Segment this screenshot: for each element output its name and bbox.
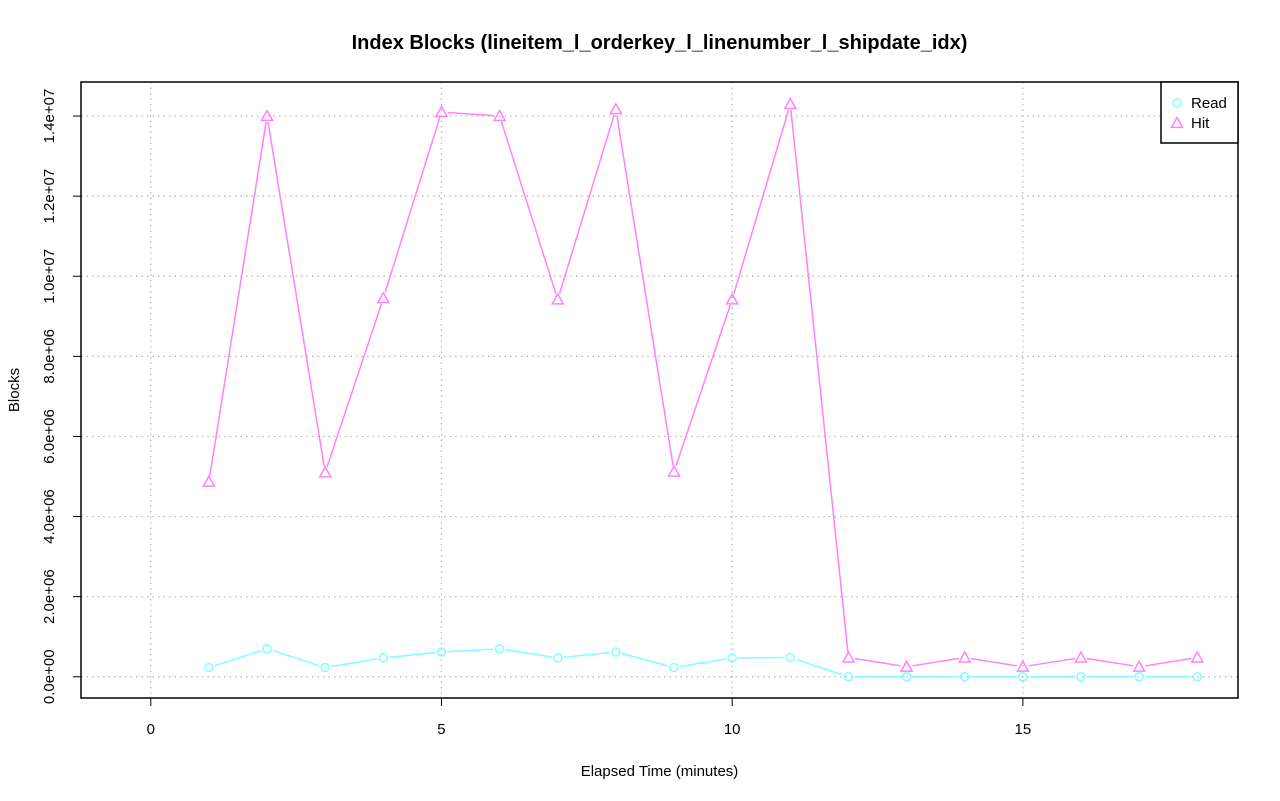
series-hit-segment (790, 109, 849, 652)
series-hit-point (492, 108, 507, 122)
legend-marker-read (1172, 98, 1182, 108)
series-layer (202, 96, 1205, 682)
series-hit-segment (558, 114, 615, 294)
series-hit-point (376, 291, 391, 304)
series-read-segment (621, 652, 669, 667)
series-hit-segment (1086, 657, 1134, 667)
legend: Read Hit (1160, 81, 1239, 144)
series-read-segment (563, 651, 611, 659)
legend-label-read: Read (1191, 95, 1227, 112)
x-tick-label-2: 10 (724, 721, 741, 738)
y-tick-label-6: 1.2e+07 (41, 169, 58, 224)
series-hit-segment (854, 657, 901, 667)
series-hit-point (1016, 659, 1030, 672)
y-tick-label-7: 1.4e+07 (41, 89, 58, 144)
y-tick-label-5: 1.0e+07 (41, 249, 58, 304)
series-read-point (669, 662, 679, 673)
series-read-point (320, 662, 330, 673)
series-read-point (1192, 672, 1203, 682)
series-hit-segment (912, 657, 959, 667)
series-hit-segment (209, 121, 267, 476)
series-read-segment (679, 658, 727, 668)
series-read-point (204, 662, 214, 673)
series-hit (202, 96, 1205, 672)
x-tick-label-3: 15 (1015, 721, 1032, 738)
series-hit-segment (447, 111, 494, 117)
series-hit-segment (733, 109, 790, 294)
y-tick-label-3: 6.0e+06 (41, 409, 58, 464)
series-hit-point (1190, 650, 1205, 663)
x-tick-label-1: 5 (437, 721, 445, 738)
series-hit-point (434, 104, 449, 118)
series-read-point (262, 643, 272, 654)
series-hit-point (609, 102, 623, 115)
series-read (204, 643, 1203, 682)
series-hit-segment (267, 121, 325, 467)
series-read-point (378, 653, 389, 663)
series-hit-point (318, 465, 332, 478)
series-hit-segment (500, 121, 557, 294)
series-read-point (843, 672, 854, 682)
series-read-segment (505, 648, 552, 658)
series-hit-point (1132, 659, 1146, 672)
grid (81, 82, 1238, 698)
series-hit-segment (384, 117, 441, 293)
y-tick-label-4: 8.0e+06 (41, 329, 58, 384)
series-hit-point (783, 96, 798, 110)
plot-frame (80, 81, 1239, 699)
series-read-point (553, 653, 563, 663)
legend-box (1160, 81, 1239, 144)
x-tick-label-0: 0 (147, 721, 155, 738)
legend-label-hit: Hit (1191, 115, 1210, 132)
series-hit-point (1074, 650, 1088, 663)
series-hit-point (550, 292, 565, 305)
series-read-point (1018, 672, 1028, 682)
series-read-segment (389, 651, 436, 659)
series-hit-segment (326, 303, 383, 468)
series-hit-point (841, 650, 856, 663)
y-tick-label-2: 4.0e+06 (41, 489, 58, 544)
series-read-segment (447, 648, 494, 653)
legend-marker-hit (1170, 115, 1184, 129)
y-tick-label-1: 2.0e+06 (41, 569, 58, 624)
series-hit-segment (1028, 657, 1076, 667)
series-hit-segment (1144, 657, 1192, 667)
series-read-point (611, 647, 621, 657)
series-read-point (785, 652, 796, 663)
y-axis: 0.0e+00 2.0e+06 4.0e+06 6.0e+06 8.0e+06 1.0e+… (41, 89, 82, 704)
series-read-point (901, 672, 912, 682)
series-read-point (959, 672, 970, 682)
series-hit-segment (616, 115, 674, 466)
series-hit-point (957, 650, 972, 663)
y-tick-label-0: 0.0e+00 (41, 649, 58, 704)
x-axis: 0 5 10 15 (147, 697, 1032, 738)
series-hit-point (725, 292, 739, 305)
series-read-segment (330, 658, 378, 668)
y-axis-label: Blocks (6, 368, 23, 412)
series-read-point (494, 643, 505, 654)
series-read-point (1134, 672, 1144, 682)
series-read-segment (214, 649, 262, 667)
series-hit-segment (970, 657, 1018, 667)
x-axis-label: Elapsed Time (minutes) (581, 763, 739, 780)
series-hit-point (260, 108, 274, 122)
chart-title: Index Blocks (lineitem_l_orderkey_l_line… (352, 32, 968, 54)
series-hit-segment (675, 304, 731, 467)
series-hit-point (899, 659, 914, 672)
series-read-segment (272, 649, 320, 667)
series-hit-point (202, 474, 216, 487)
series-read-point (727, 653, 737, 663)
series-hit-point (667, 464, 681, 477)
series-read-segment (795, 658, 843, 676)
series-read-point (436, 647, 447, 657)
series-read-point (1076, 672, 1086, 682)
